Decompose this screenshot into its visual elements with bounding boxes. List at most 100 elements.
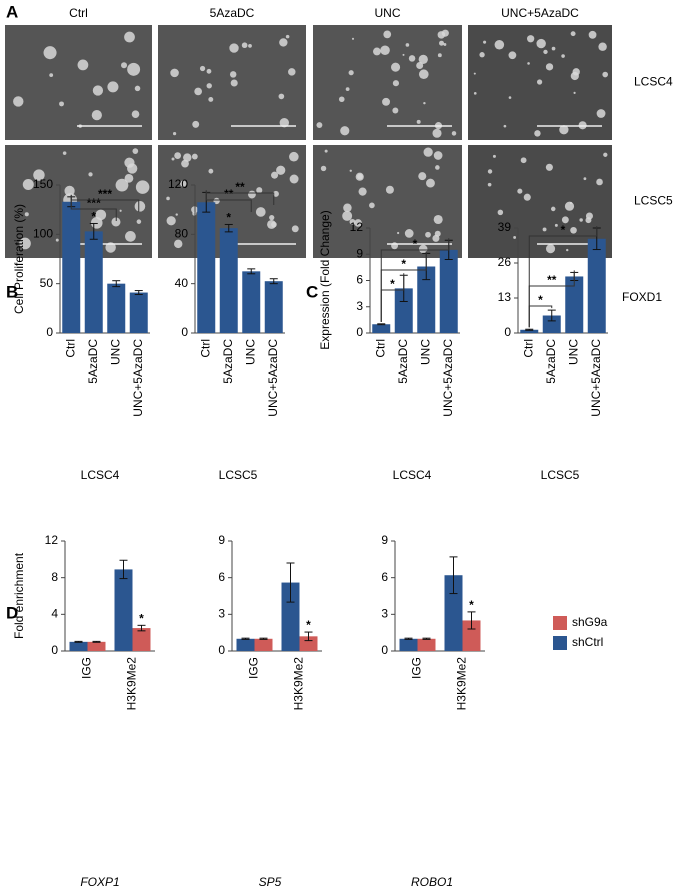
significance-bracket xyxy=(70,194,140,212)
cell-cluster xyxy=(451,131,457,136)
bar xyxy=(439,249,458,333)
cell-cluster xyxy=(354,219,362,227)
cell-cluster xyxy=(503,124,507,128)
cell-cluster xyxy=(497,209,504,216)
error-bar xyxy=(92,640,101,643)
micrograph xyxy=(313,145,462,258)
cell-cluster xyxy=(271,221,277,228)
cell-cluster xyxy=(536,79,543,85)
y-tick-label: 0 xyxy=(51,643,58,657)
bar xyxy=(107,283,126,333)
micrograph xyxy=(468,145,612,258)
cell-cluster xyxy=(272,190,279,197)
bar xyxy=(299,636,318,651)
cell-cluster xyxy=(425,231,431,238)
cell-cluster xyxy=(561,216,569,224)
cell-cluster xyxy=(340,126,350,136)
error-bar xyxy=(137,624,146,632)
cell-cluster xyxy=(408,55,416,62)
error-bar xyxy=(404,637,413,640)
significance-marker: * xyxy=(401,257,406,271)
cell-cluster xyxy=(418,172,427,181)
significance-marker: * xyxy=(413,237,418,251)
bar xyxy=(254,638,273,651)
cell-cluster xyxy=(134,201,146,212)
bar xyxy=(236,638,255,651)
x-axis-label: SP5 xyxy=(259,875,282,889)
y-tick-label: 150 xyxy=(33,177,53,191)
cell-cluster xyxy=(92,85,104,96)
micrograph xyxy=(5,25,152,140)
cell-cluster xyxy=(579,218,583,222)
cell-cluster xyxy=(349,219,356,226)
cell-cluster xyxy=(88,172,93,177)
cell-cluster xyxy=(570,71,579,81)
significance-bracket xyxy=(205,190,252,212)
cell-cluster xyxy=(554,223,558,227)
bar xyxy=(87,641,106,651)
cell-cluster xyxy=(289,151,299,162)
x-tick-label: UNC xyxy=(566,339,580,365)
cell-cluster xyxy=(174,239,183,249)
cell-cluster xyxy=(432,234,440,242)
x-tick-label: UNC+5AzaDC xyxy=(589,339,603,417)
cell-cluster xyxy=(248,190,256,199)
cell-cluster xyxy=(194,87,202,96)
significance-bracket xyxy=(205,190,275,205)
cell-cluster xyxy=(561,54,565,58)
cell-cluster xyxy=(206,68,212,74)
cell-cluster xyxy=(342,210,353,221)
x-axis-label: LCSC4 xyxy=(393,468,432,482)
x-axis-label: LCSC5 xyxy=(541,468,580,482)
cell-cluster xyxy=(119,209,122,212)
bar xyxy=(242,271,261,333)
cell-cluster xyxy=(121,62,128,69)
cell-cluster xyxy=(135,180,150,194)
bar xyxy=(394,288,413,333)
cell-cluster xyxy=(534,130,541,137)
x-tick-label: Ctrl xyxy=(521,339,535,358)
y-tick-label: 50 xyxy=(40,276,54,290)
cell-cluster xyxy=(136,219,142,224)
x-axis-label: LCSC4 xyxy=(81,468,120,482)
y-tick-label: 3 xyxy=(381,607,388,621)
x-tick-label: 5AzaDC xyxy=(86,339,100,384)
cell-cluster xyxy=(426,178,435,188)
cell-cluster xyxy=(105,242,116,253)
y-tick-label: 0 xyxy=(218,643,225,657)
cell-cluster xyxy=(208,96,214,102)
error-bar xyxy=(449,556,458,595)
y-tick-label: 8 xyxy=(51,570,58,584)
x-tick-label: IGG xyxy=(247,657,261,679)
cell-cluster xyxy=(435,165,440,170)
legend-label: shG9a xyxy=(572,615,608,629)
cell-cluster xyxy=(349,169,352,172)
cell-cluster xyxy=(494,39,505,50)
error-bar xyxy=(112,280,121,288)
cell-cluster xyxy=(358,187,367,196)
bar xyxy=(417,638,436,651)
cell-cluster xyxy=(43,46,57,60)
cell-cluster xyxy=(55,238,59,242)
cell-cluster xyxy=(131,110,140,118)
y-tick-label: 0 xyxy=(181,325,188,339)
bar xyxy=(84,231,103,333)
cell-cluster xyxy=(433,151,443,160)
error-bar xyxy=(467,611,476,630)
error-bar xyxy=(286,562,295,603)
cell-cluster xyxy=(570,31,576,37)
cell-cluster xyxy=(598,42,607,51)
x-tick-label: IGG xyxy=(80,657,94,679)
bar xyxy=(399,638,418,651)
bar xyxy=(219,228,238,333)
cell-cluster xyxy=(229,43,239,53)
bar xyxy=(69,641,88,651)
cell-cluster xyxy=(527,35,535,43)
bar xyxy=(587,238,606,333)
x-tick-label: Ctrl xyxy=(63,339,77,358)
cell-cluster xyxy=(487,169,493,174)
bar xyxy=(129,292,148,333)
column-header: Ctrl xyxy=(69,6,88,20)
cell-cluster xyxy=(255,207,266,217)
